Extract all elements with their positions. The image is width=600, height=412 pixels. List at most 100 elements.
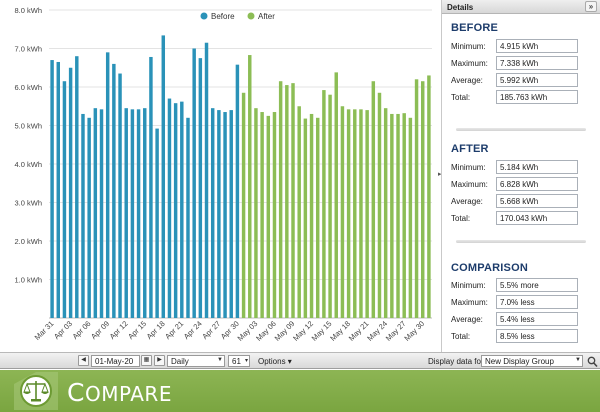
after-bar [334,72,338,319]
x-tick-label: Apr 15 [126,319,148,341]
comparison-title: COMPARISON [451,262,528,274]
banner-title: COMPARE [67,378,172,407]
x-tick-label: Apr 18 [145,319,167,341]
comparison-min-label: Minimum: [451,281,486,290]
before-bar [81,113,85,318]
before-bar [75,56,79,318]
x-tick-label: Apr 24 [182,319,204,341]
before-bar [93,108,98,318]
before-bar [50,60,54,319]
before-legend-marker [200,12,208,20]
y-tick-label: 8.0 kWh [14,6,42,15]
before-section: BEFORE Minimum: 4.915 kWh Maximum: 7.338… [442,22,600,106]
after-total-row: Total: 170.043 kWh [442,210,600,227]
comparison-max-row: Maximum: 7.0% less [442,294,600,311]
comparison-avg-row: Average: 5.4% less [442,311,600,328]
after-bar [322,90,326,318]
y-tick-label: 7.0 kWh [14,45,42,54]
comparison-total-value: 8.5% less [496,329,578,343]
after-bar [291,83,295,319]
y-tick-label: 5.0 kWh [14,122,42,131]
before-bar [167,98,172,318]
comparison-max-value: 7.0% less [496,295,578,309]
y-tick-label: 6.0 kWh [14,83,42,92]
before-bar [62,81,67,318]
before-avg-value: 5.992 kWh [496,73,578,87]
after-section: AFTER Minimum: 5.184 kWh Maximum: 6.828 … [442,143,600,227]
before-bar [186,117,190,318]
options-menu-button[interactable]: Options ▾ [258,357,292,366]
magnifier-icon[interactable] [587,355,598,368]
comparison-min-value: 5.5% more [496,278,578,292]
details-panel: Details » BEFORE Minimum: 4.915 kWh Maxi… [441,0,600,352]
x-tick-label: Mar 31 [33,319,56,342]
before-bar [99,109,104,318]
after-bar [414,79,419,318]
before-bar [229,110,233,318]
before-bar [118,73,122,318]
details-header: Details » [442,0,600,14]
before-bar [204,42,209,318]
before-min-value: 4.915 kWh [496,39,578,53]
next-period-icon[interactable]: ▶ [154,355,165,366]
after-min-value: 5.184 kWh [496,160,578,174]
before-bar [112,63,116,319]
days-count-value: 61 [232,357,241,366]
energy-bar-chart: 1.0 kWh 2.0 kWh 3.0 kWh 4.0 kWh 5.0 kWh 6.0 k… [14,6,432,343]
period-select[interactable]: Daily ▼ [167,355,225,367]
before-total-label: Total: [451,93,471,102]
display-group-select[interactable]: New Display Group ▼ [481,355,583,367]
after-bar [254,108,258,318]
before-total-value: 185.763 kWh [496,90,578,104]
after-bar [328,94,332,318]
after-max-row: Maximum: 6.828 kWh [442,176,600,193]
collapse-panel-icon[interactable]: » [585,1,597,12]
after-bar [297,106,301,318]
panel-splitter-handle[interactable]: ▸ [438,171,442,178]
days-count-select[interactable]: 61 ▾ [228,355,250,367]
before-legend-label: Before [211,12,235,21]
after-bar [353,109,357,318]
before-min-label: Minimum: [451,42,486,51]
section-divider [456,240,586,243]
comparison-section: COMPARISON Minimum: 5.5% more Maximum: 7… [442,262,600,345]
after-max-label: Maximum: [451,180,488,189]
before-bar [223,112,227,318]
before-bar [105,52,110,318]
before-bar [87,117,91,318]
before-bar [56,61,60,318]
after-bar [408,117,413,318]
before-bar [68,67,73,318]
chevron-down-icon: ▾ [244,358,248,364]
before-bar [192,48,196,318]
balance-scale-icon [14,372,58,410]
after-bar [248,55,252,319]
before-max-value: 7.338 kWh [496,56,578,70]
before-bar [149,56,153,318]
after-max-value: 6.828 kWh [496,177,578,191]
chevron-down-icon: ▼ [217,357,223,363]
section-divider [456,128,586,131]
before-max-row: Maximum: 7.338 kWh [442,55,600,72]
after-total-value: 170.043 kWh [496,211,578,225]
before-bar [130,109,135,318]
before-min-row: Minimum: 4.915 kWh [442,38,600,55]
compare-banner [0,370,600,412]
previous-period-icon[interactable]: ◀ [78,355,89,366]
before-avg-label: Average: [451,76,483,85]
bottom-toolbar: ◀ 01-May-20 ▦ ▶ Daily ▼ 61 ▾ Options ▾ D… [0,352,600,369]
before-bar [155,128,159,318]
period-select-value: Daily [171,357,189,366]
date-input[interactable]: 01-May-20 [91,355,140,367]
after-min-row: Minimum: 5.184 kWh [442,159,600,176]
before-bar [143,108,147,318]
banner-title-initial: C [67,378,85,407]
before-bar [217,110,221,318]
after-bar [390,113,394,318]
before-bar [210,108,215,318]
x-tick-label: Apr 27 [200,319,222,341]
calendar-icon[interactable]: ▦ [141,355,152,366]
after-bar [278,81,283,318]
after-avg-value: 5.668 kWh [496,194,578,208]
before-bar [173,103,178,318]
